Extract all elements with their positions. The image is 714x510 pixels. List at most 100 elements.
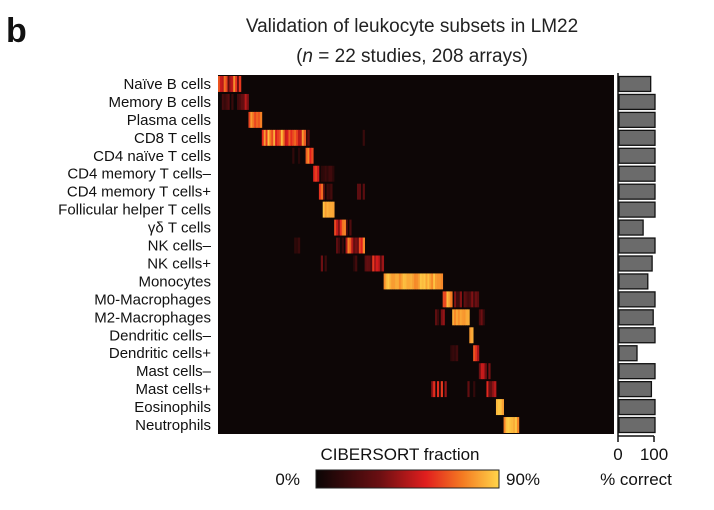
heatmap-cell (347, 237, 350, 254)
heatmap-cell (231, 76, 234, 92)
heatmap-cell (318, 183, 322, 200)
heatmap-cell (315, 165, 318, 182)
heatmap-cell (433, 273, 436, 290)
heatmap-cell (355, 237, 358, 254)
heatmap-cell (446, 291, 449, 308)
row-label: CD4 naïve T cells (93, 148, 211, 165)
heatmap-cell (257, 111, 261, 128)
heatmap-cell (269, 129, 272, 146)
heatmap-cell (484, 363, 487, 380)
heatmap-cell (515, 417, 518, 433)
bar-percent-correct (618, 273, 649, 290)
bar-percent-correct (618, 416, 656, 434)
heatmap-cell (218, 76, 221, 92)
heatmap-cell (242, 93, 246, 110)
heatmap-cell (252, 111, 255, 128)
heatmap-cell (408, 273, 411, 290)
bar-percent-correct (618, 237, 656, 254)
heatmap-cell (233, 76, 236, 92)
heatmap-cell (362, 237, 365, 254)
row-label: Eosinophils (134, 399, 211, 416)
heatmap-cell (452, 345, 455, 362)
heatmap-cell (360, 237, 364, 254)
heatmap-cell (337, 219, 341, 236)
heatmap-background (218, 75, 614, 434)
heatmap-cell (448, 291, 451, 308)
bar-percent-correct (618, 165, 656, 182)
row-label: Neutrophils (135, 417, 211, 434)
heatmap-cell (328, 201, 331, 218)
heatmap-cell (254, 111, 257, 128)
heatmap-cell (364, 255, 367, 272)
heatmap-cell (286, 129, 289, 146)
heatmap-cell (476, 291, 480, 308)
heatmap-cell (438, 273, 442, 290)
heatmap-cell (372, 255, 375, 272)
row-label: M0-Macrophages (94, 291, 211, 308)
heatmap-cell (275, 129, 278, 146)
heatmap-cell (482, 309, 485, 326)
heatmap-cell (328, 165, 331, 182)
heatmap-cell (471, 327, 474, 344)
heatmap-cell (353, 255, 356, 272)
colorbar-min-label: 0% (275, 470, 300, 489)
heatmap-cell (256, 111, 259, 128)
heatmap-cell (404, 273, 407, 290)
heatmap-cell (265, 129, 268, 146)
heatmap-cell (221, 93, 225, 110)
heatmap-cell (433, 381, 436, 398)
bar-percent-correct (618, 363, 656, 380)
heatmap-cell (471, 291, 474, 308)
heatmap-cell (297, 237, 301, 254)
heatmap-cell (383, 273, 386, 290)
heatmap-cell (311, 147, 314, 164)
heatmap-cell (358, 237, 362, 254)
heatmap-cell (355, 255, 358, 272)
heatmap-cell (240, 93, 244, 110)
heatmap-cell (326, 165, 329, 182)
heatmap-cell (313, 165, 316, 182)
heatmap-cell (473, 381, 476, 398)
heatmap-cell (324, 201, 327, 218)
heatmap-cell (237, 93, 240, 110)
heatmap-cell (345, 219, 348, 236)
heatmap-cell (231, 93, 234, 110)
heatmap-cell (305, 147, 308, 164)
heatmap-cell (385, 273, 388, 290)
heatmap-cell (417, 273, 421, 290)
heatmap-cell (381, 255, 385, 272)
heatmap-cell (467, 381, 470, 398)
heatmap-cell (495, 399, 499, 416)
heatmap-cell (284, 129, 287, 146)
row-label: Dendritic cells+ (109, 345, 211, 362)
heatmap-cell (497, 399, 501, 416)
heatmap-cell (356, 237, 360, 254)
heatmap-cell (429, 273, 432, 290)
heatmap-cell (337, 237, 341, 254)
heatmap-cell (336, 219, 339, 236)
heatmap-cell (457, 291, 461, 308)
heatmap-cell (454, 345, 457, 362)
heatmap-cell (463, 309, 466, 326)
row-label: Plasma cells (127, 112, 211, 129)
heatmap-cell (297, 129, 301, 146)
heatmap-cell (459, 309, 463, 326)
heatmap-cell (261, 129, 265, 146)
heatmap-cell (505, 417, 508, 433)
heatmap-cell (431, 381, 434, 398)
heatmap-cell (362, 183, 365, 200)
row-label: CD8 T cells (134, 130, 211, 147)
heatmap-cell (229, 76, 232, 92)
heatmap-cell (400, 273, 404, 290)
heatmap-cell (368, 255, 371, 272)
row-label: CD4 memory T cells+ (67, 184, 211, 201)
heatmap-cell (246, 93, 249, 110)
heatmap-cell (278, 129, 282, 146)
row-label: NK cells– (148, 238, 212, 255)
bar-percent-correct (618, 183, 656, 200)
heatmap-cell (299, 129, 303, 146)
heatmap-cell (267, 129, 270, 146)
bar-percent-correct (618, 255, 653, 272)
row-label: Mast cells– (136, 363, 212, 380)
